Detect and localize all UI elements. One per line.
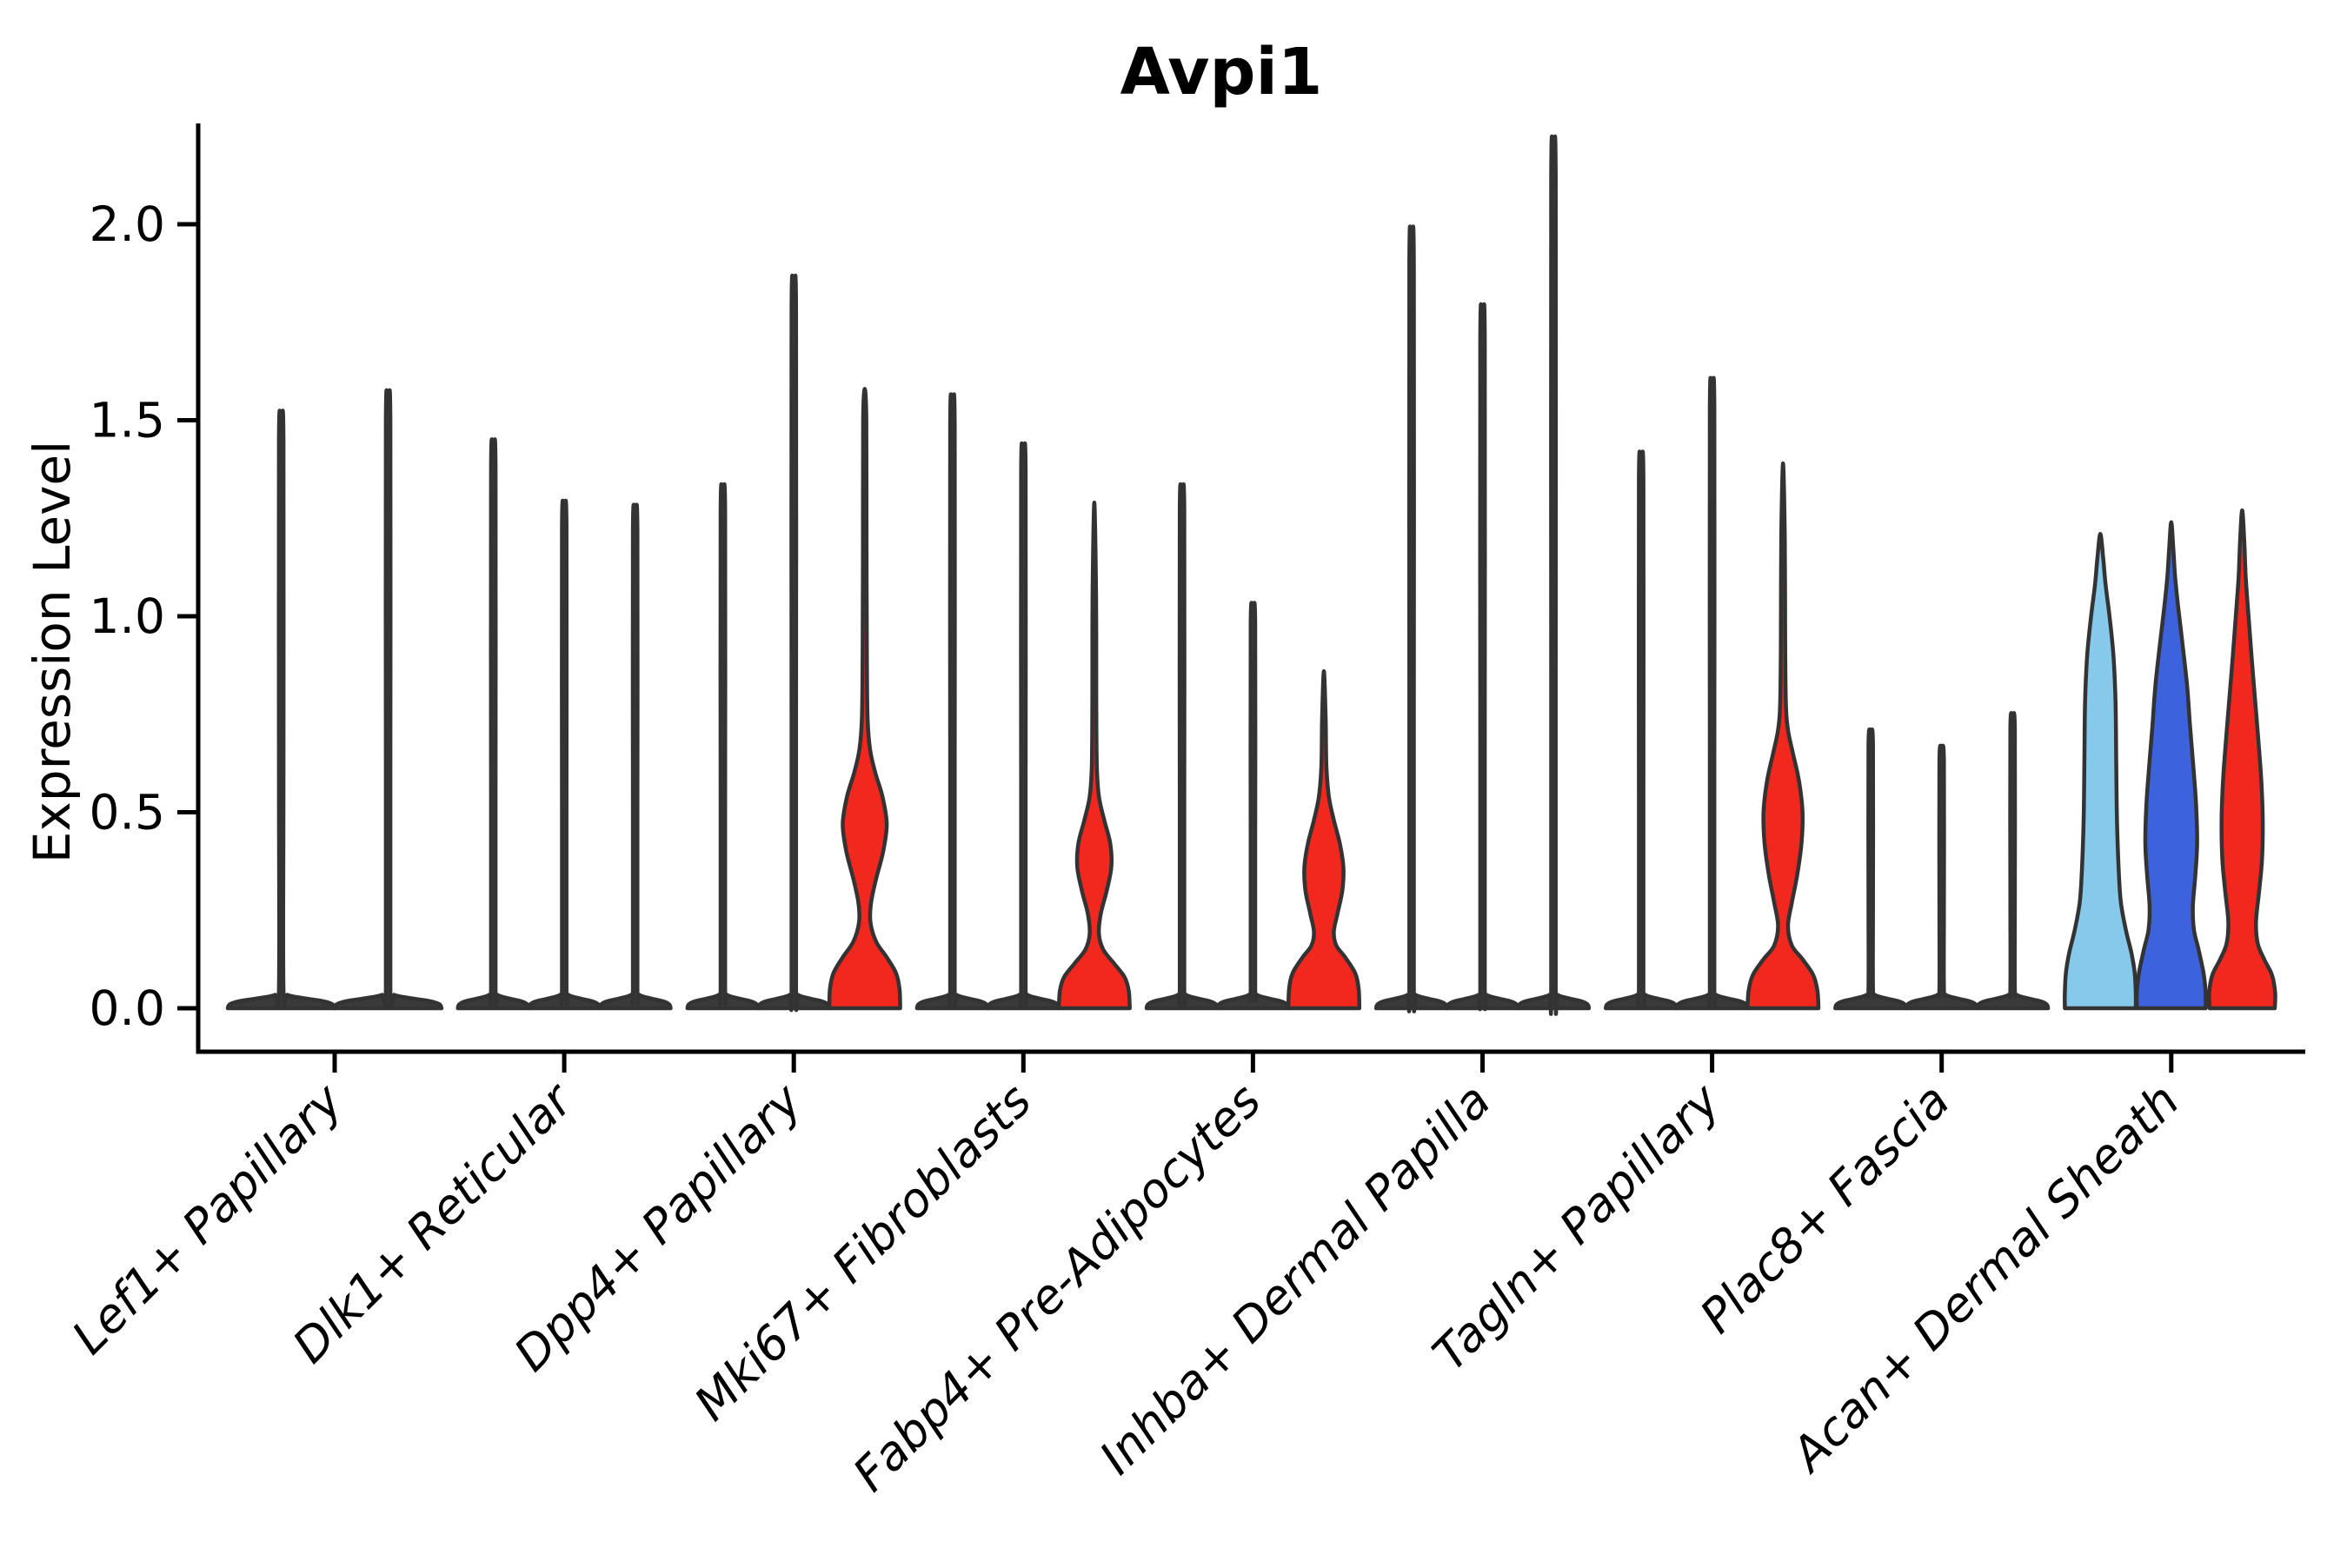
- violin-cond1-spike: [1603, 449, 1679, 1011]
- violin-cond2-spike: [1215, 601, 1291, 1011]
- violin-cond2-spike: [756, 273, 832, 1013]
- violin-cond3-shape: [2207, 508, 2277, 1011]
- y-tick-label: 2.0: [90, 196, 165, 252]
- violin-cond2-spike: [986, 441, 1061, 1011]
- y-tick-label: 1.5: [90, 393, 165, 448]
- violin-cond2-spike: [527, 498, 602, 1011]
- violin-cond3-spike: [1975, 711, 2051, 1011]
- y-tick-label: 1.0: [90, 588, 165, 644]
- violin-cond1-shape: [2063, 532, 2138, 1011]
- violin-cond1-spike: [1833, 727, 1909, 1011]
- violin-cond1-spike: [1373, 224, 1449, 1013]
- chart-title: Avpi1: [1120, 35, 1323, 110]
- violin-cond1-spike: [914, 392, 990, 1011]
- violin-cond3-shape: [1286, 668, 1362, 1011]
- y-tick-label: 0.0: [90, 980, 165, 1036]
- y-axis-label: Expression Level: [23, 441, 82, 863]
- y-tick-label: 0.5: [90, 785, 165, 840]
- violin-cond3-shape: [1056, 500, 1132, 1011]
- x-category-label: Plac8+ Fascia: [1690, 1073, 1960, 1344]
- violin-cond2-spike: [1445, 302, 1520, 1012]
- violin-cond1-spike: [1144, 482, 1220, 1011]
- violins-layer: [225, 134, 2277, 1016]
- violin-cond1-spike: [225, 409, 337, 1011]
- violin-cond3-spike: [1516, 134, 1592, 1016]
- x-category-label: Fabp4+ Pre-Adipocytes: [842, 1073, 1271, 1502]
- violin-cond3-shape: [1745, 461, 1821, 1011]
- violin-cond2-shape: [2134, 520, 2208, 1011]
- violin-cond1-spike: [685, 482, 761, 1011]
- violin-cond2-spike: [1674, 375, 1750, 1011]
- x-category-label: Acan+ Dermal Sheath: [1779, 1073, 2190, 1484]
- x-category-label: Inhba+ Dermal Papilla: [1089, 1073, 1501, 1485]
- violin-cond2-spike: [332, 388, 444, 1011]
- violin-cond2-spike: [1904, 743, 1979, 1011]
- violin-cond1-spike: [455, 437, 531, 1011]
- violin-cond3-shape: [827, 387, 902, 1011]
- violin-cond3-spike: [597, 502, 673, 1011]
